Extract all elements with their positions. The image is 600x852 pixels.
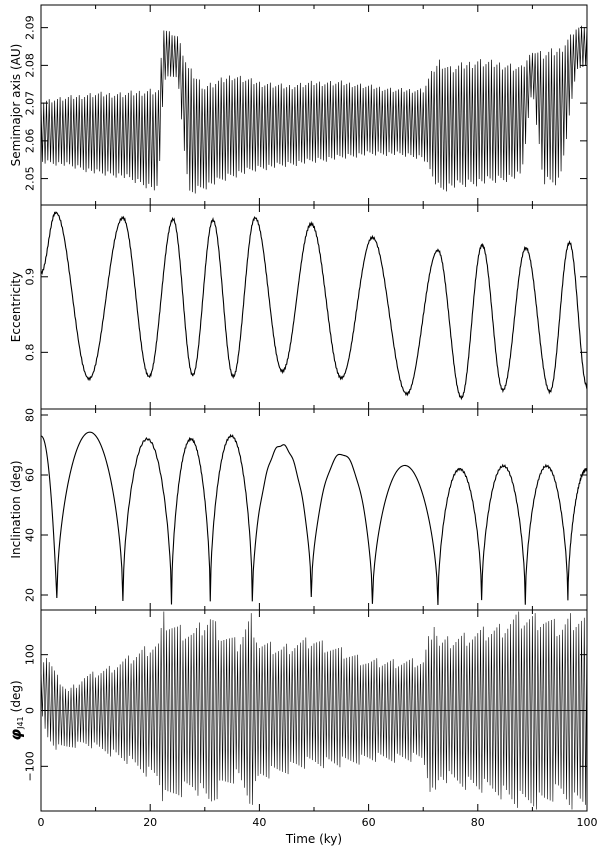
y-tick-label: 2.08 <box>24 53 37 78</box>
y-tick-label: −100 <box>24 751 37 781</box>
panel-inclination: 20 40 60 80 Inclination (deg) <box>9 408 588 611</box>
y-tick-label: 0 <box>24 707 37 714</box>
y-tick-label: 60 <box>24 468 37 482</box>
plot-area <box>41 431 587 605</box>
y-tick-label: 40 <box>24 528 37 542</box>
x-tick-label: 100 <box>577 816 598 829</box>
plot-area <box>41 211 587 401</box>
y-tick-label: 2.07 <box>24 91 37 116</box>
x-tick-label: 80 <box>471 816 485 829</box>
y-tick-label: 2.05 <box>24 166 37 191</box>
series-line <box>41 25 587 194</box>
series-line <box>41 431 587 605</box>
plot-area <box>41 611 587 810</box>
plot-area <box>41 25 587 194</box>
y-tick-label: 2.06 <box>24 129 37 154</box>
y-tick-label: 0.9 <box>24 268 37 286</box>
y-axis-label: Eccentricity <box>9 272 23 342</box>
axes-frame <box>40 408 588 611</box>
x-tick-label: 20 <box>143 816 157 829</box>
x-tick-label: 40 <box>252 816 266 829</box>
y-tick-label: 100 <box>24 644 37 665</box>
y-axis-label: φJ41(deg) <box>7 680 25 740</box>
y-tick-label: 80 <box>24 408 37 422</box>
y-tick-label: 0.8 <box>24 344 37 362</box>
x-axis-label: Time (ky) <box>285 832 342 846</box>
axes-frame <box>40 204 588 410</box>
series-line <box>41 611 587 810</box>
x-tick-label: 0 <box>38 816 45 829</box>
y-tick-label: 20 <box>24 588 37 602</box>
y-axis-label: Semimajor axis (AU) <box>9 44 23 167</box>
x-tick-label: 60 <box>362 816 376 829</box>
y-tick-label: 2.09 <box>24 15 37 40</box>
series-line <box>41 211 587 401</box>
y-axis-label: Inclination (deg) <box>9 460 23 558</box>
